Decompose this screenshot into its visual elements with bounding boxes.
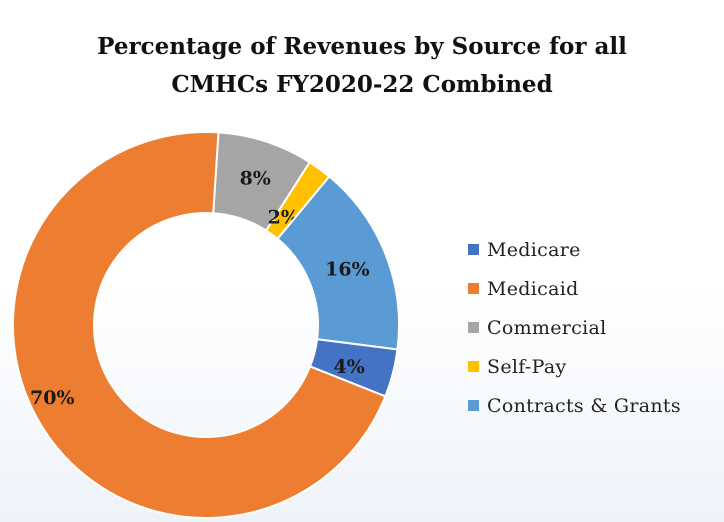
slice-label-medicare: 4% <box>334 356 365 378</box>
legend-label-commercial: Commercial <box>487 316 607 339</box>
chart-title-line-2: CMHCs FY2020-22 Combined <box>171 71 553 98</box>
legend-label-medicaid: Medicaid <box>487 277 579 300</box>
chart-title: Percentage of Revenues by Source for all… <box>0 28 724 104</box>
legend: Medicare Medicaid Commercial Self-Pay Co… <box>468 230 681 425</box>
legend-swatch-self-pay <box>468 361 479 372</box>
legend-swatch-commercial <box>468 322 479 333</box>
slice-medicaid <box>12 131 387 519</box>
legend-item-medicaid: Medicaid <box>468 269 681 308</box>
legend-swatch-medicaid <box>468 283 479 294</box>
legend-item-commercial: Commercial <box>468 308 681 347</box>
slice-label-commercial: 8% <box>240 168 271 190</box>
legend-label-self-pay: Self-Pay <box>487 355 567 378</box>
legend-item-medicare: Medicare <box>468 230 681 269</box>
slice-label-medicaid: 70% <box>30 387 75 409</box>
legend-item-self-pay: Self-Pay <box>468 347 681 386</box>
chart-title-line-1: Percentage of Revenues by Source for all <box>97 33 627 60</box>
slice-label-contracts-grants: 16% <box>325 258 370 280</box>
legend-swatch-medicare <box>468 244 479 255</box>
legend-label-contracts-grants: Contracts & Grants <box>487 394 681 417</box>
legend-item-contracts-grants: Contracts & Grants <box>468 386 681 425</box>
legend-label-medicare: Medicare <box>487 238 581 261</box>
legend-swatch-contracts-grants <box>468 400 479 411</box>
